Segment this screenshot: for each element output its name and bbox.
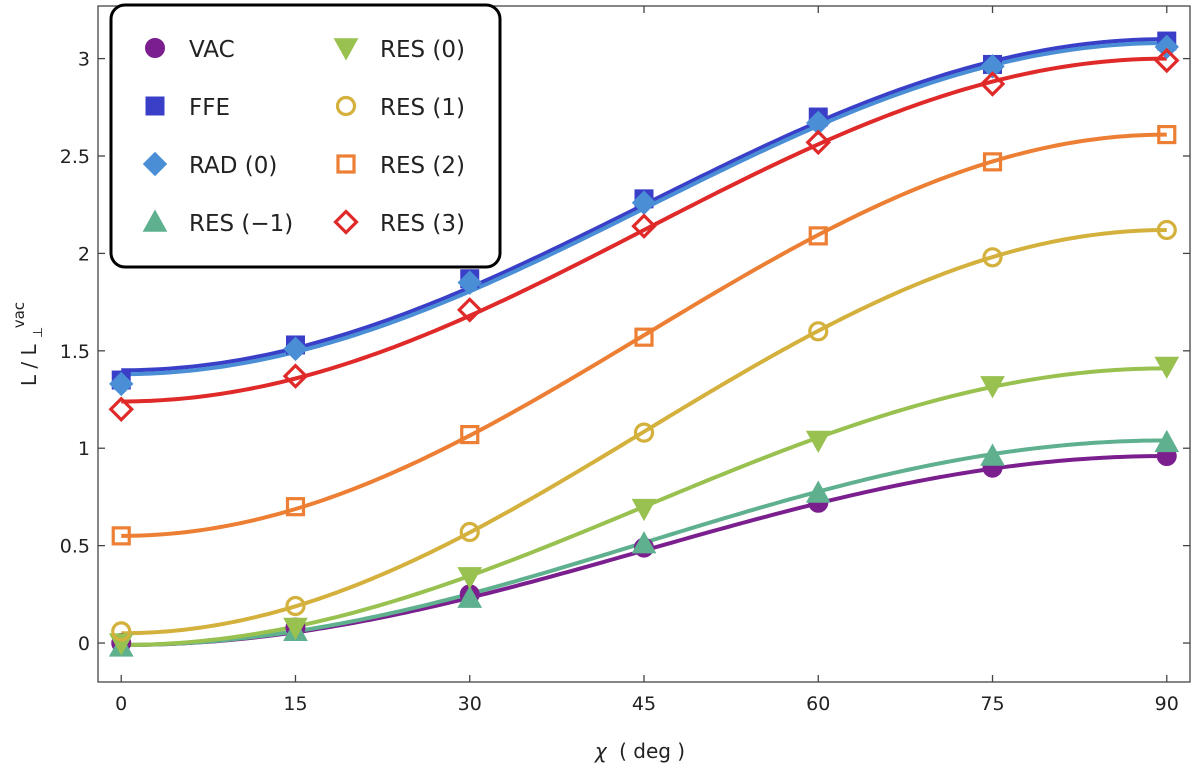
series-line-res-3 — [121, 56, 1167, 404]
legend-marker-ffe — [145, 96, 165, 116]
x-tick-label: 0 — [115, 693, 127, 715]
svg-text:L / L ⊥ vac: L / L ⊥ vac — [10, 302, 47, 386]
data-markers — [108, 31, 1180, 657]
data-point-res-1 — [808, 321, 829, 342]
data-point-res-3 — [108, 396, 134, 423]
data-point-rad-0 — [980, 54, 1005, 79]
legend-label-vac: VAC — [189, 37, 235, 63]
legend-marker-vac — [145, 38, 165, 58]
x-axis-title: χ ( deg ) — [594, 739, 685, 763]
data-point-res-0 — [980, 376, 1005, 399]
legend-label-rad-0: RAD (0) — [189, 153, 277, 179]
y-axis-title: L / L ⊥ vac — [10, 302, 47, 386]
data-point-rad-0 — [457, 270, 482, 295]
legend-label-res-2: RES (2) — [380, 153, 465, 179]
data-point-res-2 — [982, 152, 1003, 172]
x-tick-label: 15 — [283, 693, 307, 715]
legend: VAC FFE RAD (0) RES (−1) RES (0) RES (1) RES (… — [109, 3, 502, 269]
data-point-res-2 — [111, 526, 131, 546]
y-tick-label: 0 — [78, 633, 90, 655]
data-point-res-m1 — [631, 531, 657, 554]
data-point-res-0 — [805, 430, 831, 453]
y-axis-main: L / L — [17, 343, 41, 386]
data-point-res-1 — [111, 621, 132, 642]
data-point-res-2 — [1157, 124, 1177, 145]
data-point-res-0 — [1154, 356, 1180, 379]
data-point-res-2 — [808, 226, 828, 246]
x-tick-label: 30 — [458, 693, 482, 715]
x-axis-symbol: χ — [594, 739, 608, 763]
data-point-rad-0 — [109, 371, 134, 397]
data-point-res-1 — [982, 247, 1003, 268]
legend-marker-res-0 — [333, 38, 359, 61]
legend-box — [109, 3, 502, 269]
data-point-res-1 — [285, 595, 306, 617]
data-point-res-m1 — [457, 585, 483, 608]
y-tick-label: 0.5 — [60, 536, 90, 558]
x-tick-label: 90 — [1155, 693, 1179, 715]
legend-marker-res-m1 — [142, 209, 168, 232]
series-line-res-1 — [121, 228, 1167, 636]
data-point-res-0 — [631, 498, 657, 522]
x-tick-label: 60 — [806, 693, 830, 715]
data-point-res-3 — [631, 213, 657, 239]
legend-label-res-m1: RES (−1) — [189, 211, 293, 237]
data-point-res-3 — [456, 297, 483, 323]
data-point-rad-0 — [283, 336, 308, 362]
data-point-res-1 — [633, 422, 655, 443]
series-line-res-2 — [121, 132, 1167, 538]
x-axis: 0 15 30 45 60 75 90 — [115, 6, 1179, 715]
data-point-rad-0 — [806, 110, 831, 136]
data-point-res-0 — [283, 617, 308, 640]
data-point-res-3 — [282, 363, 309, 389]
legend-marker-rad-0 — [142, 151, 168, 177]
data-point-res-1 — [459, 521, 480, 543]
y-tick-label: 2.5 — [60, 146, 90, 168]
y-axis: 0 0.5 1 1.5 2 2.5 3 — [60, 49, 1190, 655]
data-point-res-3 — [1154, 47, 1180, 74]
legend-label-ffe: FFE — [189, 95, 230, 121]
legend-label-res-3: RES (3) — [380, 211, 465, 237]
x-tick-label: 45 — [632, 693, 656, 715]
data-point-res-2 — [634, 327, 654, 347]
data-point-res-2 — [460, 424, 480, 445]
x-axis-unit: ( deg ) — [619, 739, 685, 763]
y-tick-label: 1.5 — [60, 341, 90, 363]
legend-marker-res-3 — [333, 209, 359, 235]
legend-marker-res-1 — [335, 95, 357, 117]
data-point-res-1 — [1156, 219, 1177, 241]
data-point-res-m1 — [805, 480, 831, 503]
legend-label-res-0: RES (0) — [380, 37, 465, 63]
data-point-res-3 — [805, 129, 832, 156]
data-point-res-m1 — [980, 443, 1005, 466]
data-point-res-0 — [457, 567, 483, 590]
x-tick-label: 75 — [980, 693, 1004, 715]
legend-marker-res-2 — [336, 154, 356, 174]
data-point-res-3 — [979, 71, 1006, 97]
y-axis-sub: ⊥ — [31, 327, 46, 338]
y-tick-label: 3 — [78, 49, 90, 71]
data-point-res-2 — [285, 497, 306, 517]
legend-label-res-1: RES (1) — [380, 95, 465, 121]
y-axis-sup: vac — [10, 302, 28, 328]
data-point-rad-0 — [1154, 34, 1179, 60]
y-tick-label: 2 — [78, 243, 90, 265]
y-tick-label: 1 — [78, 438, 90, 460]
data-point-res-m1 — [1154, 429, 1180, 453]
